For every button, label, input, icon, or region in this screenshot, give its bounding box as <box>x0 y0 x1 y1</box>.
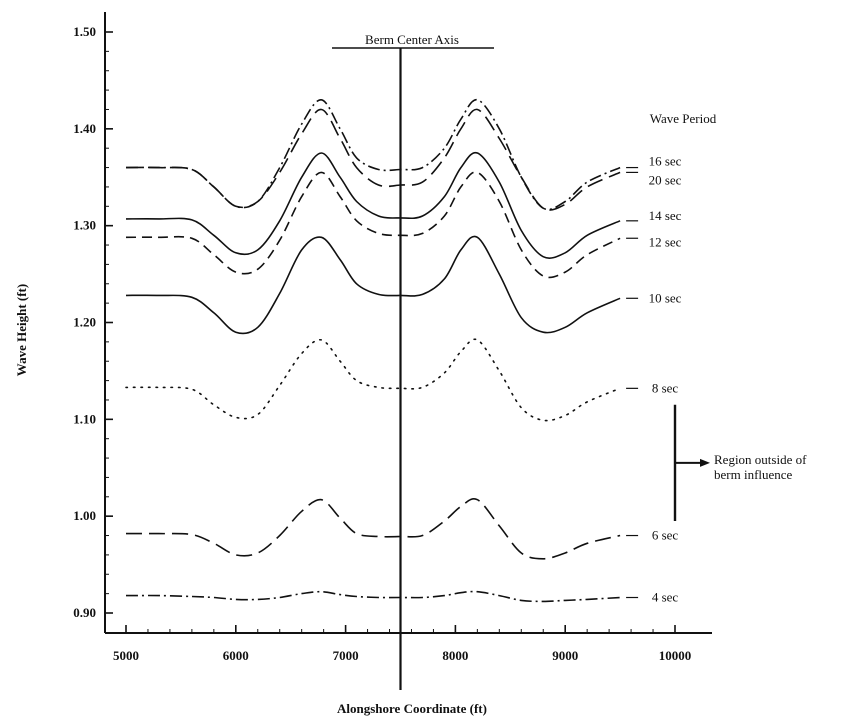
series-line-8-sec <box>125 338 621 422</box>
y-tick-label: 1.20 <box>73 315 96 330</box>
y-tick-label: 1.40 <box>73 121 96 136</box>
series-line-16-sec <box>125 98 621 211</box>
series-labels: 16 sec 20 sec 14 sec 12 sec 10 sec 8 sec 6 sec… <box>626 154 682 605</box>
series-line-10-sec <box>125 235 621 335</box>
x-tick-label: 6000 <box>223 648 249 663</box>
series-label-8-sec: 8 sec <box>652 380 679 395</box>
series-layer <box>125 98 621 603</box>
series-label-20-sec: 20 sec <box>649 172 682 187</box>
x-tick-label: 10000 <box>659 648 692 663</box>
axes: 0.90 1.00 1.10 1.20 1.30 1.40 1.50 5000 6000 7000… <box>73 12 712 690</box>
x-axis-label: Alongshore Coordinate (ft) <box>337 701 487 716</box>
series-label-6-sec: 6 sec <box>652 528 679 543</box>
series-label-10-sec: 10 sec <box>649 290 682 305</box>
y-tick-label: 1.50 <box>73 24 96 39</box>
series-line-14-sec <box>125 151 621 259</box>
series-line-12-sec <box>125 171 621 279</box>
series-label-12-sec: 12 sec <box>649 234 682 249</box>
x-tick-label: 5000 <box>113 648 139 663</box>
series-label-4-sec: 4 sec <box>652 590 679 605</box>
legend-title: Wave Period <box>650 111 717 126</box>
y-axis-label: Wave Height (ft) <box>14 284 29 376</box>
region-arrow-head <box>700 458 710 467</box>
region-label: Region outside of <box>714 452 807 467</box>
x-tick-label: 9000 <box>552 648 578 663</box>
series-label-14-sec: 14 sec <box>649 208 682 223</box>
series-label-16-sec: 16 sec <box>649 154 682 169</box>
y-tick-label: 1.10 <box>73 411 96 426</box>
x-tick-label: 7000 <box>333 648 359 663</box>
y-tick-label: 1.30 <box>73 218 96 233</box>
y-tick-label: 0.90 <box>73 605 96 620</box>
x-tick-label: 8000 <box>442 648 468 663</box>
y-tick-label: 1.00 <box>73 508 96 523</box>
berm-axis-label: Berm Center Axis <box>365 32 459 47</box>
region-label: berm influence <box>714 467 793 482</box>
series-line-20-sec <box>125 108 621 211</box>
series-line-6-sec <box>125 498 621 560</box>
series-line-4-sec <box>125 590 621 603</box>
